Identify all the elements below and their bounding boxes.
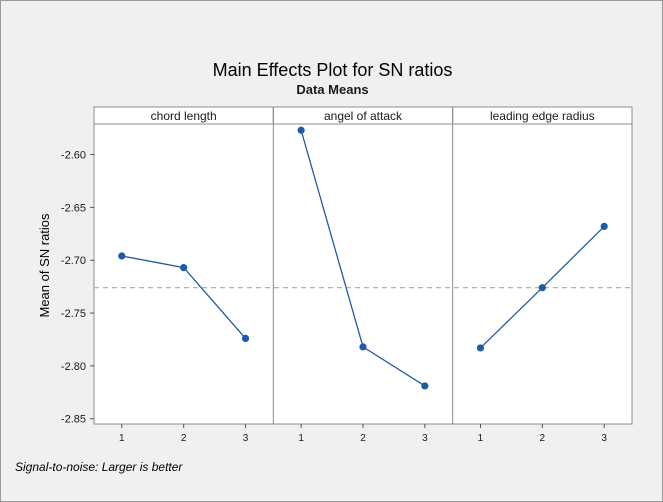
y-axis-label: Mean of SN ratios — [37, 213, 52, 318]
data-point — [241, 334, 250, 343]
y-tick-label: -2.85 — [61, 414, 86, 426]
x-tick-label: 1 — [298, 433, 304, 444]
data-point — [118, 252, 126, 260]
y-tick-label: -2.75 — [61, 308, 86, 320]
x-tick-label: 1 — [478, 433, 484, 444]
data-point — [359, 343, 367, 351]
x-tick-label: 3 — [243, 433, 249, 444]
x-tick-label: 3 — [422, 433, 428, 444]
y-tick-label: -2.70 — [61, 255, 86, 267]
x-tick-label: 2 — [360, 433, 366, 444]
data-point — [421, 382, 429, 390]
data-point — [476, 344, 485, 352]
panel-label: leading edge radius — [490, 109, 595, 123]
x-tick-label: 3 — [601, 433, 607, 444]
data-point — [600, 222, 608, 231]
data-point — [180, 264, 188, 272]
x-tick-label: 1 — [119, 433, 125, 444]
data-point — [297, 126, 305, 134]
y-tick-label: -2.80 — [61, 361, 86, 373]
x-tick-label: 2 — [181, 433, 187, 444]
chart-title: Main Effects Plot for SN ratios — [212, 60, 453, 80]
x-tick-label: 2 — [540, 433, 546, 444]
data-point — [538, 284, 546, 292]
footnote: Signal-to-noise: Larger is better — [15, 460, 183, 474]
chart-subtitle: Data Means — [296, 82, 369, 97]
panel-label: chord length — [151, 109, 217, 123]
y-tick-label: -2.60 — [61, 150, 86, 162]
panel-label: angel of attack — [324, 109, 403, 123]
y-tick-label: -2.65 — [61, 202, 86, 214]
